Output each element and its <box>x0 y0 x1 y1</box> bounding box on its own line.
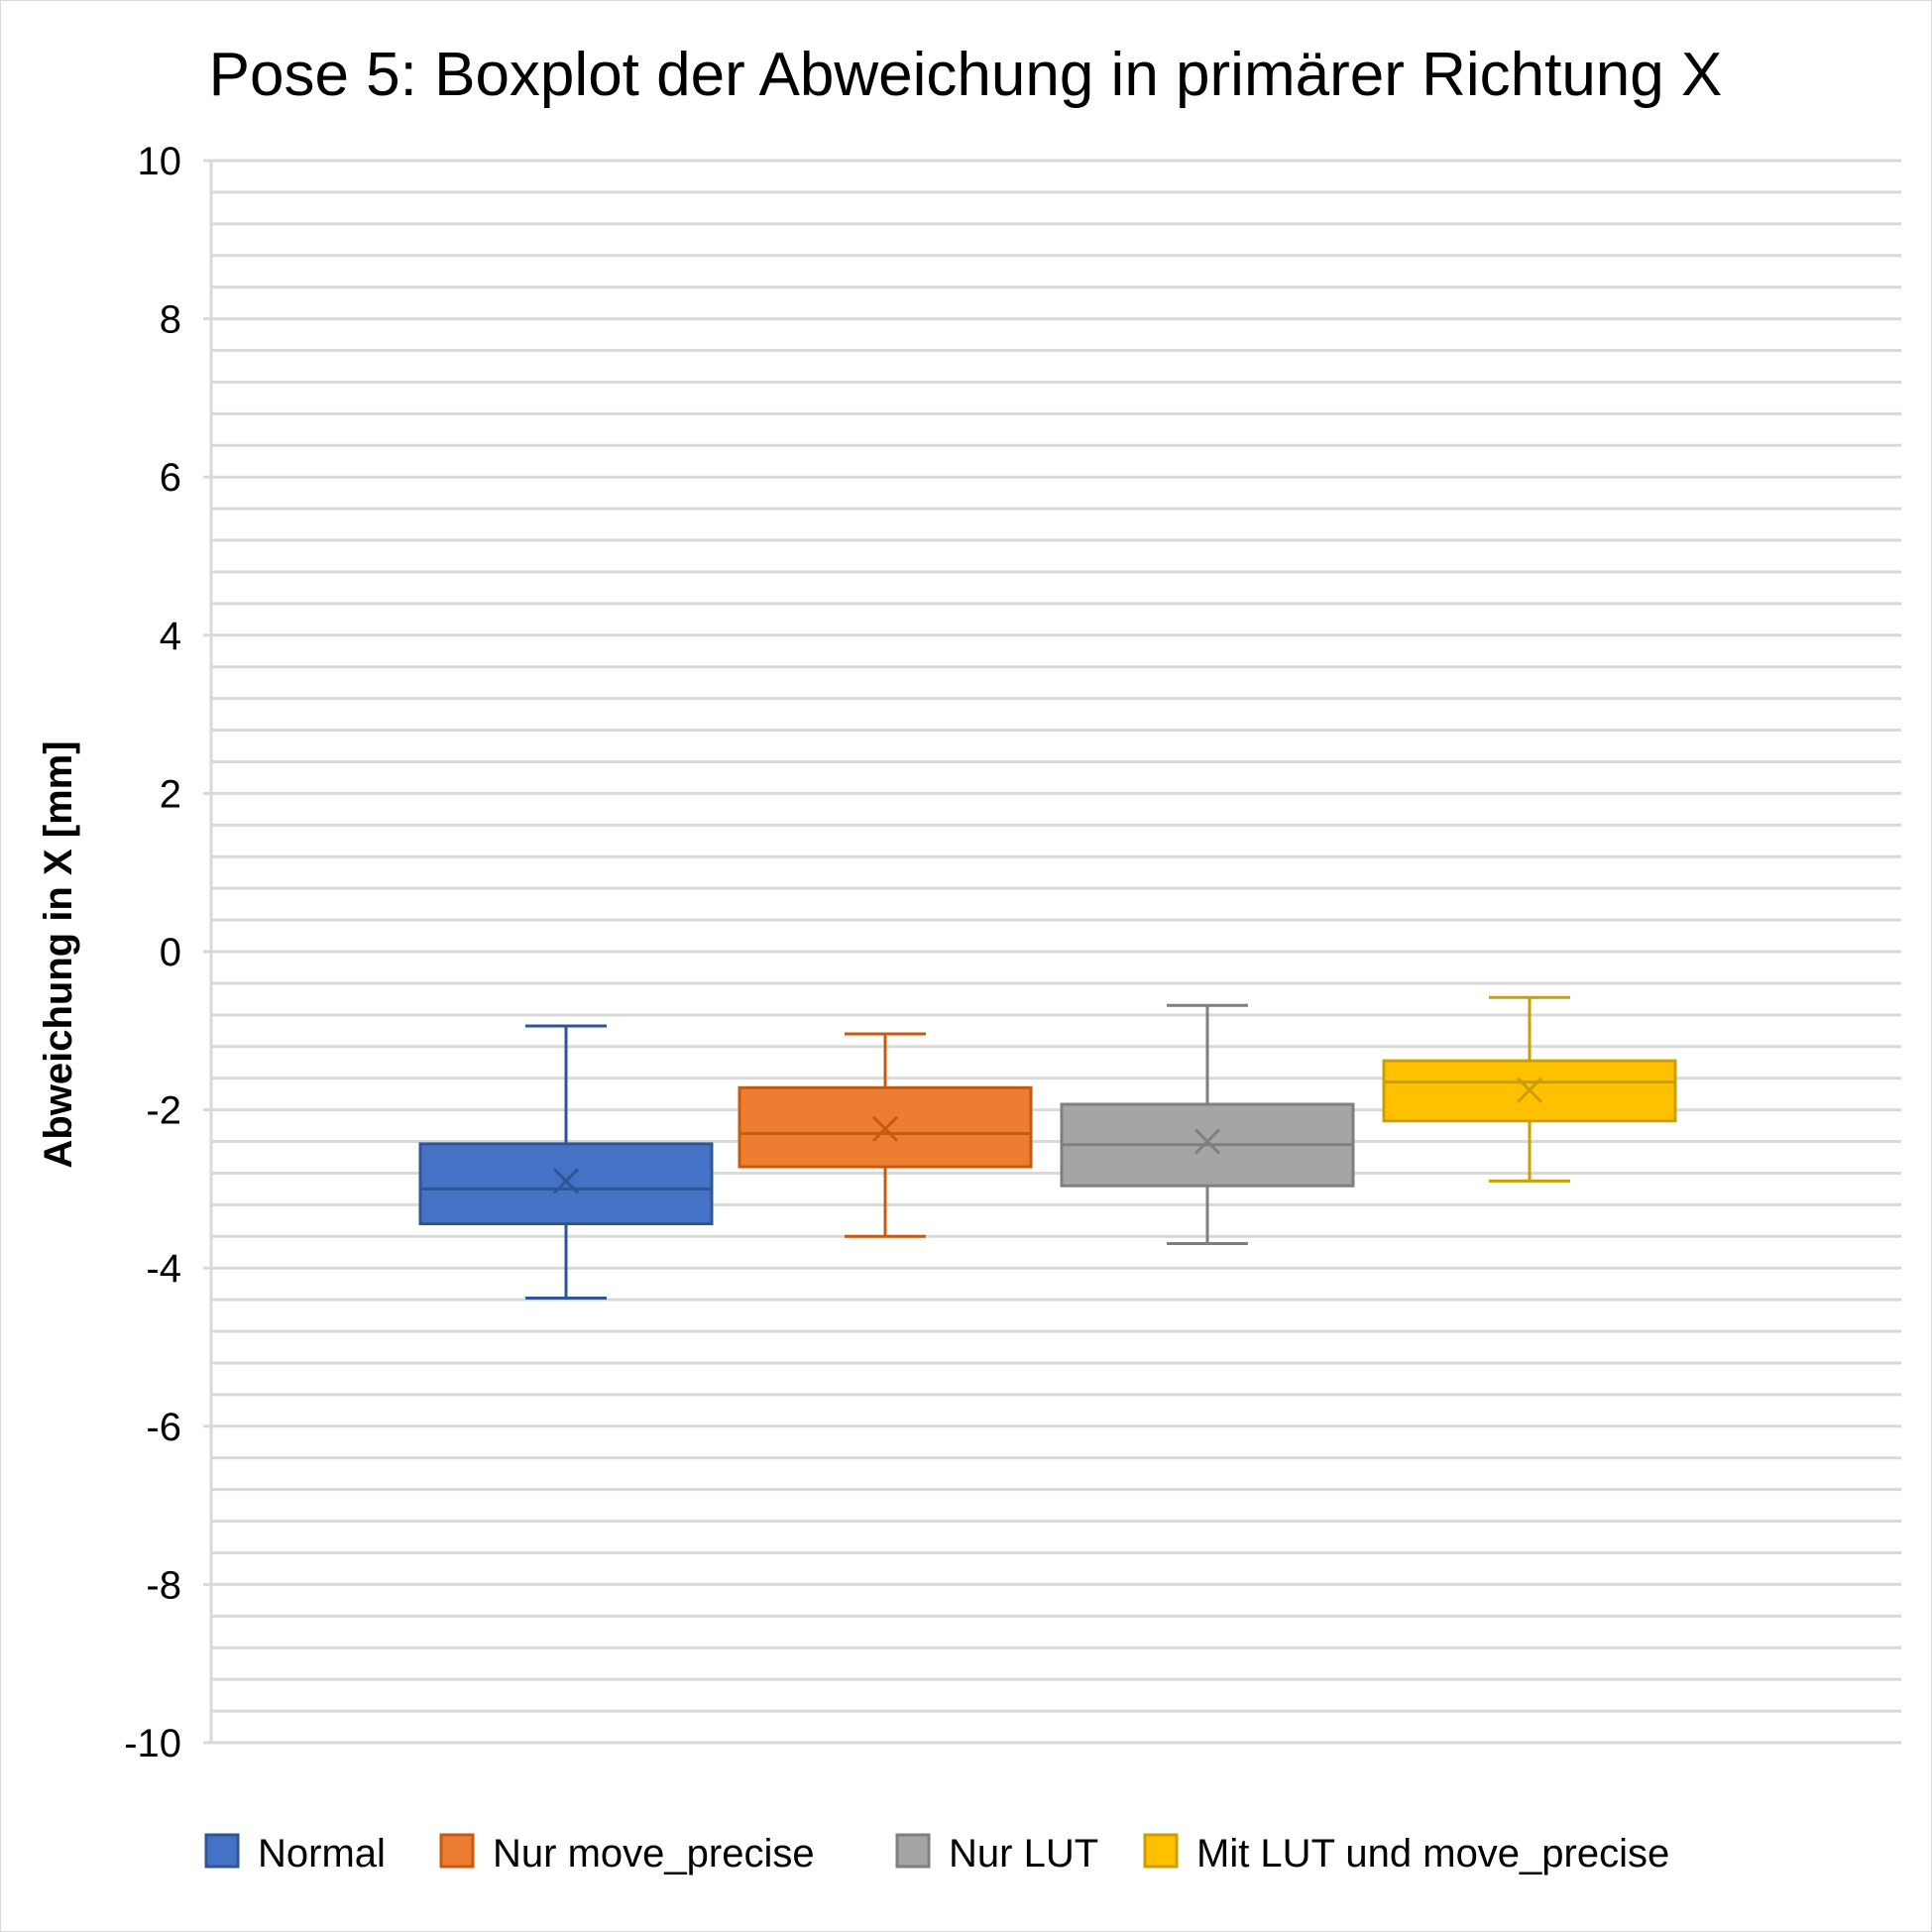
box-nur-lut <box>1060 1003 1355 1245</box>
legend-label: Normal <box>258 1832 386 1875</box>
box-nur-move-precise <box>738 1032 1033 1238</box>
legend-label: Nur move_precise <box>493 1832 815 1875</box>
y-tick-label: -4 <box>146 1247 181 1291</box>
legend: Normal Nur move_precise Nur LUT Mit LUT und… <box>204 1832 1669 1875</box>
chart-title: Pose 5: Boxplot der Abweichung in primär… <box>209 41 1723 109</box>
y-tick-label: -10 <box>124 1722 181 1765</box>
mean-marker <box>1516 1077 1543 1103</box>
y-tick-label: -2 <box>146 1089 181 1133</box>
y-tick-label: -8 <box>146 1563 181 1607</box>
mean-marker <box>552 1168 580 1194</box>
mean-marker <box>871 1115 899 1142</box>
legend-label: Mit LUT und move_precise <box>1196 1832 1669 1875</box>
mean-marker <box>1193 1128 1221 1155</box>
box-mit-lut-und-move-precise <box>1382 995 1677 1183</box>
y-tick-label: -6 <box>146 1406 181 1449</box>
box-normal <box>418 1024 714 1301</box>
y-tick-label: 8 <box>160 298 181 342</box>
legend-swatch <box>204 1833 240 1869</box>
box-series <box>418 995 1677 1301</box>
iqr-box <box>418 1142 714 1226</box>
y-axis-label: Abweichung in X [mm] <box>37 740 80 1168</box>
y-tick-labels: 10 8 6 4 2 0 -2 -4 -6 -8 -10 <box>124 140 181 1765</box>
y-tick-label: 6 <box>160 456 181 500</box>
legend-swatch <box>1143 1833 1179 1869</box>
legend-swatch <box>895 1833 931 1869</box>
y-tick-label: 4 <box>160 615 181 658</box>
legend-swatch <box>439 1833 475 1869</box>
y-tick-label: 10 <box>138 140 182 183</box>
legend-label: Nur LUT <box>949 1832 1098 1875</box>
y-tick-label: 2 <box>160 772 181 816</box>
y-tick-label: 0 <box>160 931 181 974</box>
gridlines <box>203 159 1901 1745</box>
